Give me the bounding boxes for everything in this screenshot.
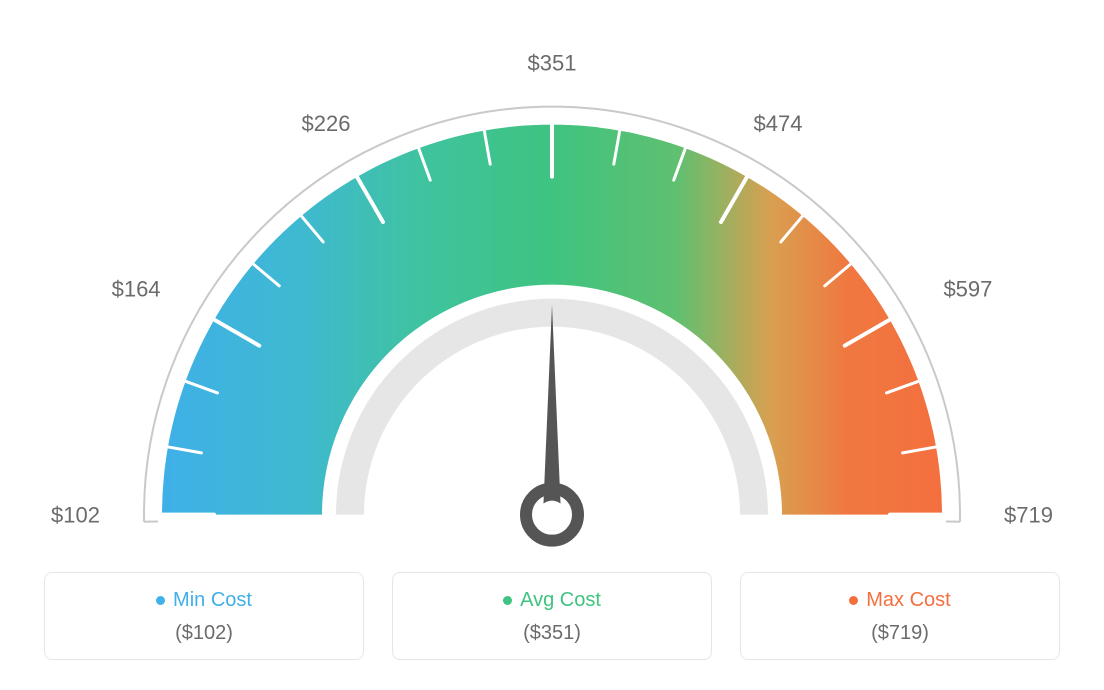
svg-text:$597: $597 (943, 277, 992, 302)
legend-label-avg: Avg Cost (520, 589, 601, 612)
legend-dot-max (849, 596, 858, 605)
legend-label-min: Min Cost (173, 589, 252, 612)
svg-text:$102: $102 (51, 503, 100, 528)
svg-text:$164: $164 (112, 277, 161, 302)
gauge-chart: $102 $164 $226 $351 $474 $597 $719 (40, 13, 1064, 605)
svg-text:$226: $226 (302, 111, 351, 136)
svg-text:$719: $719 (1004, 503, 1053, 528)
legend-label-row: Min Cost (55, 589, 353, 612)
gauge-area: $102 $164 $226 $351 $474 $597 $719 (0, 0, 1104, 570)
legend-value-avg: ($351) (403, 622, 701, 645)
legend-row: Min Cost ($102) Avg Cost ($351) Max Cost… (0, 572, 1104, 660)
legend-card-avg: Avg Cost ($351) (392, 572, 712, 660)
legend-label-row: Avg Cost (403, 589, 701, 612)
svg-text:$474: $474 (754, 111, 803, 136)
cost-gauge-widget: $102 $164 $226 $351 $474 $597 $719 Min Cost ($… (0, 0, 1104, 690)
legend-dot-avg (503, 596, 512, 605)
svg-text:$351: $351 (528, 51, 577, 76)
legend-value-max: ($719) (751, 622, 1049, 645)
legend-label-max: Max Cost (866, 589, 950, 612)
legend-card-min: Min Cost ($102) (44, 572, 364, 660)
legend-label-row: Max Cost (751, 589, 1049, 612)
legend-dot-min (156, 596, 165, 605)
legend-value-min: ($102) (55, 622, 353, 645)
legend-card-max: Max Cost ($719) (740, 572, 1060, 660)
